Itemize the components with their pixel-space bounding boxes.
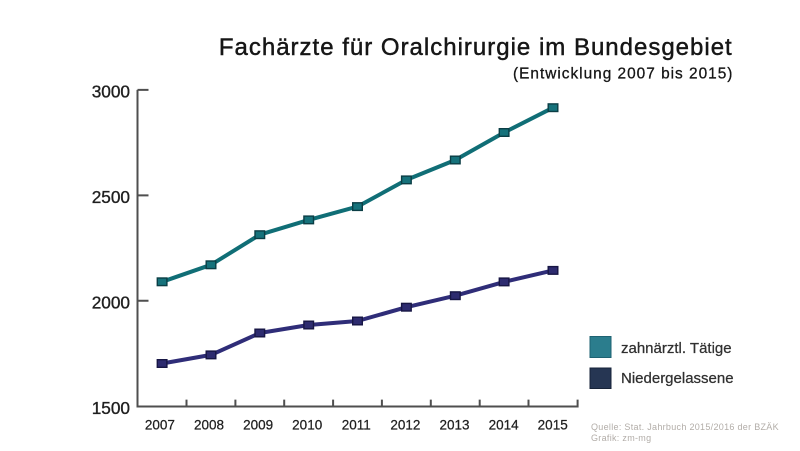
svg-text:Fachärzte für Oralchirurgie im: Fachärzte für Oralchirurgie im Bundesgeb…	[219, 34, 733, 61]
svg-text:zahnärztl. Tätige: zahnärztl. Tätige	[621, 340, 732, 357]
svg-text:3000: 3000	[92, 82, 130, 102]
svg-text:2014: 2014	[489, 418, 520, 433]
svg-text:1500: 1500	[92, 398, 130, 418]
svg-text:Grafik: zm-mg: Grafik: zm-mg	[591, 433, 651, 443]
svg-text:2008: 2008	[194, 418, 224, 433]
svg-text:Quelle: Stat. Jahrbuch 2015/20: Quelle: Stat. Jahrbuch 2015/2016 der BZÄ…	[591, 422, 779, 432]
svg-text:2013: 2013	[439, 418, 469, 433]
svg-text:2010: 2010	[292, 418, 322, 433]
svg-text:Niedergelassene: Niedergelassene	[621, 370, 734, 387]
svg-text:2007: 2007	[145, 418, 175, 433]
svg-text:2012: 2012	[390, 418, 420, 433]
svg-text:2015: 2015	[538, 418, 568, 433]
svg-text:2009: 2009	[243, 418, 273, 433]
svg-text:2000: 2000	[92, 293, 130, 313]
svg-text:2500: 2500	[92, 187, 130, 207]
svg-text:2011: 2011	[342, 418, 371, 433]
svg-text:(Entwicklung 2007 bis 2015): (Entwicklung 2007 bis 2015)	[513, 66, 733, 83]
